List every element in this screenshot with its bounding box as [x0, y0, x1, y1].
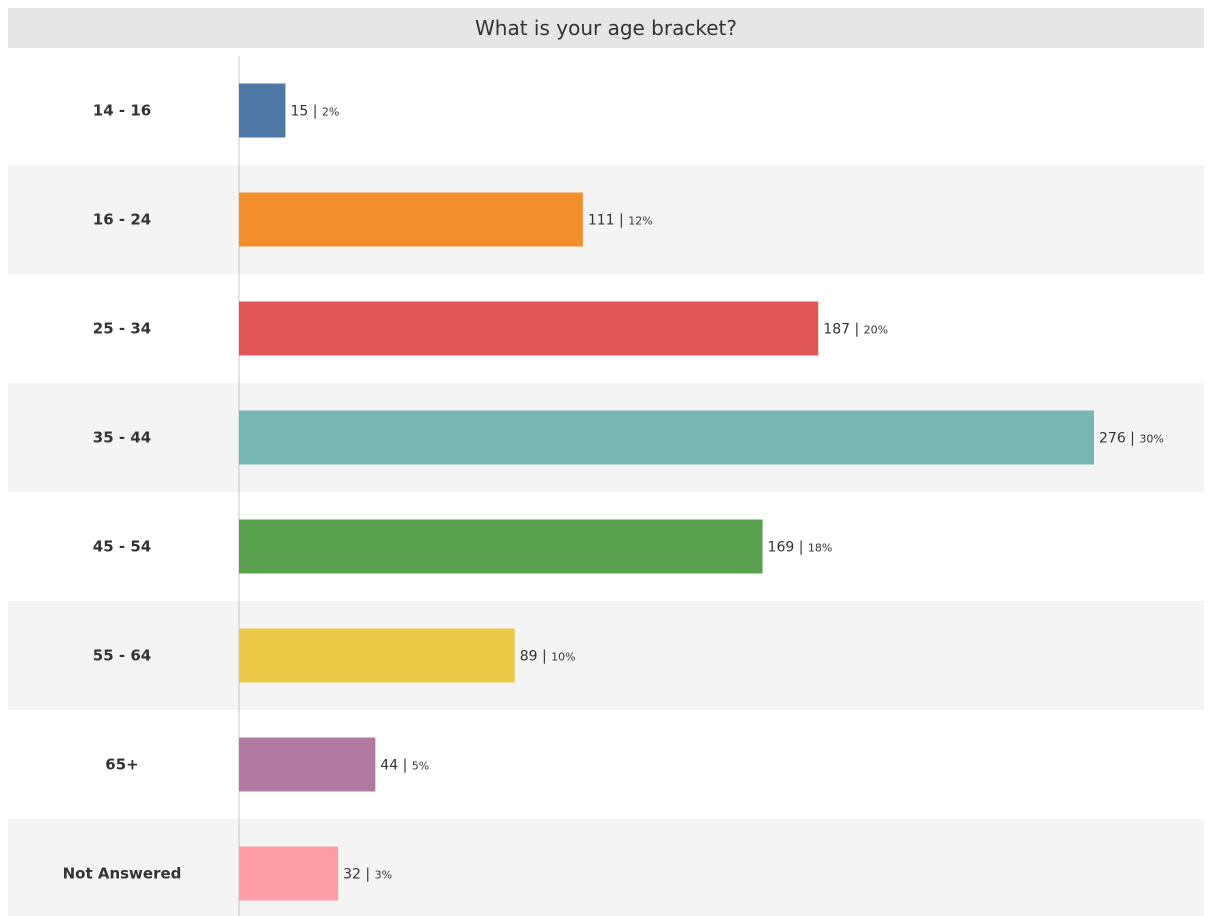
value-percent: 20% — [864, 324, 888, 337]
value-separator: | — [308, 104, 322, 120]
value-count: 44 — [380, 758, 398, 774]
data-label: 32 | 3% — [343, 867, 392, 883]
row-bands — [8, 56, 1204, 916]
bar[interactable] — [239, 519, 763, 574]
bar[interactable] — [239, 410, 1094, 465]
bar[interactable] — [239, 737, 376, 792]
value-percent: 2% — [322, 106, 339, 119]
value-separator: | — [538, 649, 552, 665]
row-band — [8, 56, 1204, 165]
value-count: 89 — [520, 649, 538, 665]
value-percent: 30% — [1139, 433, 1163, 446]
value-count: 169 — [768, 540, 795, 556]
category-label: 25 - 34 — [93, 320, 151, 338]
data-label: 169 | 18% — [768, 540, 833, 556]
value-count: 187 — [823, 322, 850, 338]
data-label: 276 | 30% — [1099, 431, 1164, 447]
category-label: 55 - 64 — [93, 647, 151, 665]
category-label: 65+ — [105, 756, 138, 774]
value-separator: | — [794, 540, 808, 556]
value-count: 32 — [343, 867, 361, 883]
chart-title-bar: What is your age bracket? — [8, 8, 1204, 48]
category-label: 45 - 54 — [93, 538, 151, 556]
row-band — [8, 710, 1204, 819]
data-label: 15 | 2% — [290, 104, 339, 120]
labels-layer: 14 - 16 15 | 2% 16 - 24 111 | 12% 25 - 34 187… — [63, 102, 1164, 883]
data-label: 44 | 5% — [380, 758, 429, 774]
bar[interactable] — [239, 628, 515, 683]
category-label: 14 - 16 — [93, 102, 151, 120]
value-separator: | — [1126, 431, 1140, 447]
row-band — [8, 601, 1204, 710]
value-percent: 10% — [551, 651, 575, 664]
value-percent: 18% — [808, 542, 832, 555]
category-label: 16 - 24 — [93, 211, 151, 229]
data-label: 111 | 12% — [588, 213, 653, 229]
value-percent: 3% — [375, 869, 392, 882]
bar[interactable] — [239, 192, 583, 247]
value-count: 15 — [290, 104, 308, 120]
value-count: 111 — [588, 213, 615, 229]
value-separator: | — [361, 867, 375, 883]
row-band — [8, 165, 1204, 274]
category-label: Not Answered — [63, 865, 182, 883]
data-label: 187 | 20% — [823, 322, 888, 338]
value-separator: | — [850, 322, 864, 338]
bar[interactable] — [239, 83, 286, 138]
bars-layer — [239, 83, 1094, 901]
value-separator: | — [398, 758, 412, 774]
bar[interactable] — [239, 846, 339, 901]
value-separator: | — [615, 213, 629, 229]
value-percent: 5% — [412, 760, 429, 773]
row-band — [8, 819, 1204, 916]
value-count: 276 — [1099, 431, 1126, 447]
data-label: 89 | 10% — [520, 649, 576, 665]
bar[interactable] — [239, 301, 819, 356]
category-label: 35 - 44 — [93, 429, 151, 447]
chart-title: What is your age bracket? — [475, 16, 737, 40]
value-percent: 12% — [628, 215, 652, 228]
